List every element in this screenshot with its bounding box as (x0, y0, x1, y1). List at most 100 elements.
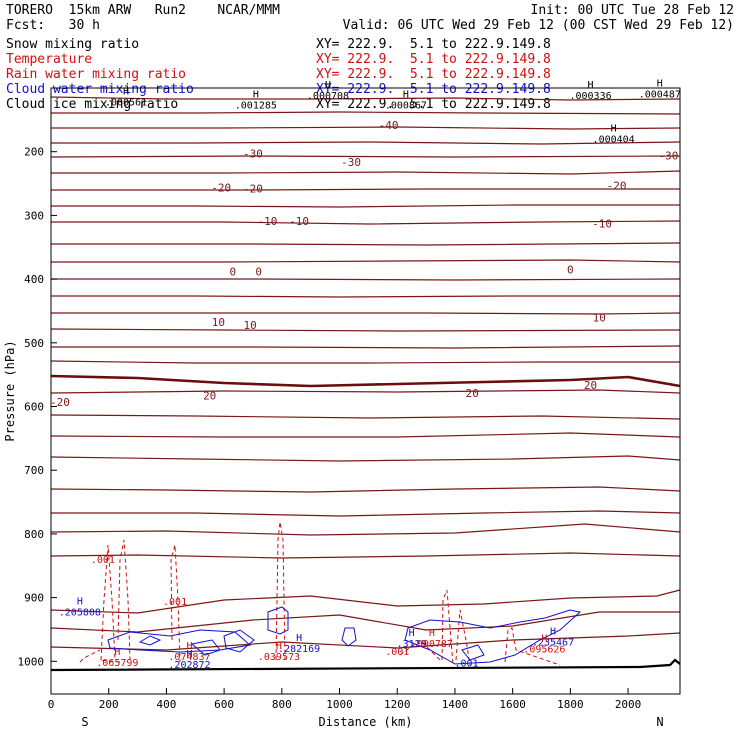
max-marker: H (77, 597, 83, 608)
legend-rain-xy: XY= 222.9. 5.1 to 222.9.149.8 (316, 67, 551, 82)
isotherm-line (50, 360, 680, 364)
cloud-water-contour (190, 639, 221, 656)
y-tick-label: 300 (24, 209, 44, 222)
freezing-level-line (50, 374, 681, 388)
legend-rain-label: Rain water mixing ratio (6, 67, 187, 82)
isotherm-line (50, 523, 681, 536)
legend-snow-label: Snow mixing ratio (6, 37, 140, 52)
isotherm-line (51, 126, 681, 130)
cloud-water-contour (138, 635, 162, 646)
header-forecast: Fcst: 30 h (6, 18, 100, 33)
isotherm-label: -30 (341, 156, 361, 169)
header-valid: Valid: 06 UTC Wed 29 Feb 12 (00 CST Wed … (342, 18, 734, 33)
y-tick-label: 900 (24, 592, 44, 605)
legend-cloud-ice-label: Cloud ice mixing ratio (6, 97, 179, 112)
isotherm-line (51, 278, 681, 281)
max-marker: H (403, 90, 409, 101)
isotherm-line (50, 589, 681, 614)
x-tick-label: 1200 (384, 698, 411, 711)
isotherm-line (50, 455, 681, 462)
max-marker: H (186, 649, 192, 660)
x-tick-label: 600 (214, 698, 234, 711)
isotherm-line (51, 312, 681, 315)
rain-water-contour (117, 539, 131, 661)
legend-snow-xy: XY= 222.9. 5.1 to 222.9.149.8 (316, 37, 551, 52)
max-marker: H (123, 86, 129, 97)
rain-water-contour (275, 521, 286, 661)
max-marker: H (657, 79, 663, 90)
south-label: S (81, 715, 88, 729)
contour-value-label: .001 (91, 555, 115, 566)
legend-cloud-water-xy: XY= 222.9. 5.1 to 222.9.149.8 (316, 82, 551, 97)
isotherm-label: -30 (659, 150, 679, 163)
contour-value-label: .001 (163, 597, 187, 608)
x-tick-label: 0 (48, 698, 55, 711)
isotherm-line (50, 389, 681, 394)
contour-value-label: .001 (385, 647, 409, 658)
isotherm-label: -20 (607, 179, 627, 192)
rain-water-contour (170, 544, 181, 663)
isotherm-line (50, 552, 681, 559)
rain-water-contour (504, 627, 561, 666)
rain-water-contour (100, 544, 116, 661)
max-value-label: .282169 (278, 644, 320, 655)
max-marker: H (588, 80, 594, 91)
max-value-label: .000487 (639, 90, 681, 101)
rain-water-contour (99, 659, 121, 663)
max-value-label: .000404 (593, 134, 635, 145)
isotherm-line (51, 170, 681, 175)
isotherm-label: 10 (243, 319, 256, 332)
header-init: Init: 00 UTC Tue 28 Feb 12 (530, 3, 735, 18)
isotherm-label: 20 (584, 379, 597, 392)
x-tick-label: 1800 (557, 698, 584, 711)
max-value-label: .000867 (385, 101, 427, 112)
cloud-water-contour (404, 609, 582, 665)
max-value-label: .074837 (168, 652, 210, 663)
max-value-label: .000336 (569, 91, 611, 102)
y-tick-label: 500 (24, 337, 44, 350)
isotherm-line (51, 259, 681, 263)
isotherm-line (50, 414, 681, 420)
x-tick-label: 200 (99, 698, 119, 711)
x-tick-label: 800 (272, 698, 292, 711)
max-marker: H (550, 627, 556, 638)
isotherm-label: -10 (289, 215, 309, 228)
isotherm-label: 20 (203, 390, 216, 403)
isotherm-line (50, 96, 681, 101)
rain-water-contour (441, 589, 454, 666)
isotherm-label: 0 (229, 265, 236, 278)
cloud-water-contour (223, 629, 255, 653)
isotherm-label: -10 (257, 215, 277, 228)
x-axis-title: Distance (km) (319, 715, 413, 729)
isotherm-line (51, 295, 680, 298)
contour-value-label: .001 (454, 658, 478, 669)
x-tick-label: 2000 (615, 698, 642, 711)
max-marker: H (186, 641, 192, 652)
isotherm-label: -20 (211, 181, 231, 194)
cloud-water-contour (341, 627, 357, 647)
max-value-label: .000708 (307, 91, 349, 102)
x-tick-label: 1000 (326, 698, 353, 711)
isotherm-line (51, 141, 681, 145)
max-marker: H (611, 123, 617, 134)
legend-cloud-ice-xy: XY= 222.9. 5.1 to 222.9.149.8 (316, 97, 551, 112)
isotherm-label: 0 (255, 265, 262, 278)
cloud-water-contour (107, 629, 252, 653)
y-tick-label: 600 (24, 401, 44, 414)
isotherm-label: 10 (593, 311, 606, 324)
max-value-label: .000561 (105, 97, 147, 108)
max-value-label: .205808 (59, 608, 101, 619)
isotherm-line (51, 204, 680, 208)
cloud-water-contour (267, 606, 289, 635)
isotherm-label: 0 (567, 264, 574, 277)
y-tick-label: 700 (24, 464, 44, 477)
legend-cloud-water-label: Cloud water mixing ratio (6, 82, 194, 97)
isotherm-line (51, 220, 681, 225)
isotherm-label: 20 (466, 387, 479, 400)
max-marker: H (276, 641, 282, 652)
max-value-label: .001285 (235, 101, 277, 112)
isotherm-line (50, 432, 681, 438)
y-tick-label: 400 (24, 273, 44, 286)
